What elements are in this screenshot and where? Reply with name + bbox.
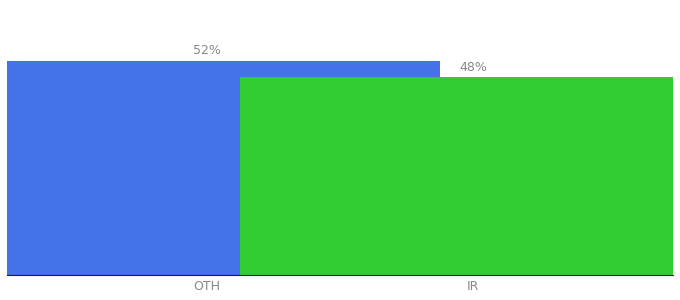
Text: 48%: 48% <box>459 61 487 74</box>
Text: 52%: 52% <box>193 44 221 57</box>
Bar <box>0 61 440 275</box>
Bar <box>240 77 680 275</box>
